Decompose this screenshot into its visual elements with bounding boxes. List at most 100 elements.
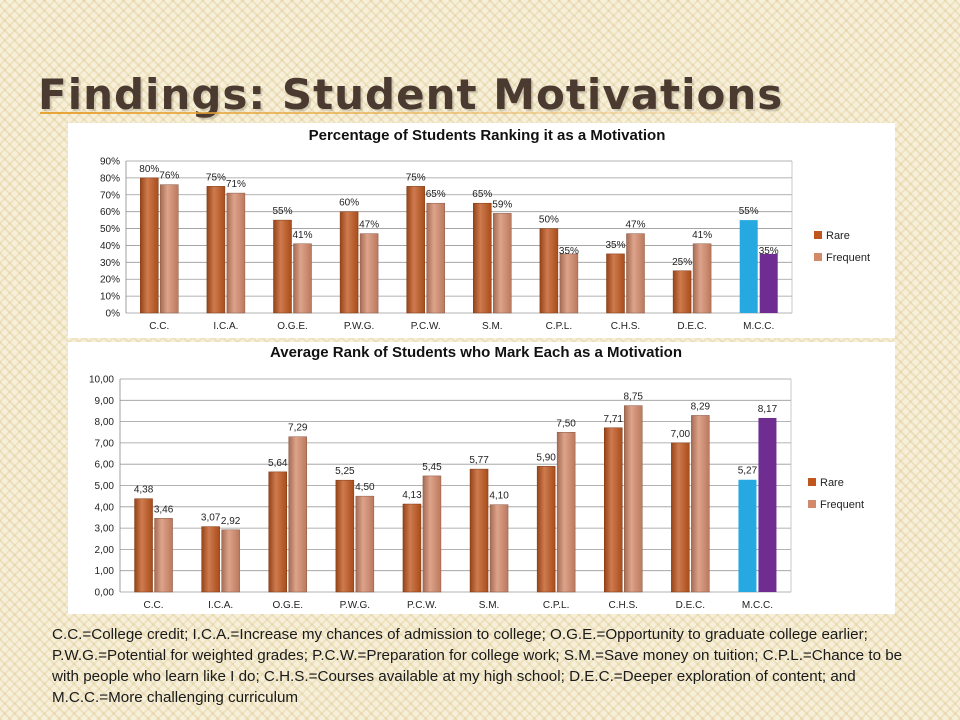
data-label: 2,92 bbox=[221, 516, 241, 527]
bar-frequent bbox=[288, 436, 307, 593]
bar-frequent bbox=[422, 475, 442, 593]
data-label: 35% bbox=[759, 246, 779, 257]
bar-frequent bbox=[426, 202, 445, 314]
data-label: 50% bbox=[539, 215, 559, 226]
y-tick-label: 8,00 bbox=[95, 417, 115, 428]
legend-label-frequent: Frequent bbox=[820, 499, 864, 511]
bar-rare bbox=[402, 503, 422, 593]
y-tick-label: 80% bbox=[100, 173, 120, 184]
y-tick-label: 90% bbox=[100, 157, 120, 168]
bar-rare bbox=[604, 427, 623, 593]
data-label: 7,29 bbox=[288, 423, 308, 434]
data-label: 80% bbox=[139, 164, 159, 175]
y-tick-label: 4,00 bbox=[95, 502, 115, 513]
bar-frequent bbox=[559, 253, 579, 314]
y-tick-label: 1,00 bbox=[95, 566, 115, 577]
bar-frequent bbox=[359, 233, 379, 314]
x-tick-label: P.W.G. bbox=[340, 600, 370, 611]
legend-swatch-frequent bbox=[814, 253, 822, 261]
bar-rare bbox=[273, 219, 292, 314]
x-tick-label: P.C.W. bbox=[407, 600, 437, 611]
y-tick-label: 10% bbox=[100, 292, 120, 303]
bar-frequent bbox=[226, 192, 246, 314]
data-label: 35% bbox=[605, 240, 625, 251]
y-tick-label: 7,00 bbox=[95, 438, 115, 449]
data-label: 47% bbox=[359, 220, 379, 231]
bar-rare bbox=[738, 479, 757, 592]
data-label: 71% bbox=[226, 179, 246, 190]
bar-rare bbox=[268, 471, 287, 593]
data-label: 59% bbox=[492, 199, 512, 210]
data-label: 8,75 bbox=[624, 392, 644, 403]
y-tick-label: 20% bbox=[100, 275, 120, 286]
legend-swatch-frequent bbox=[808, 500, 816, 508]
legend-label-rare: Rare bbox=[826, 230, 850, 242]
data-label: 7,71 bbox=[604, 414, 624, 425]
y-tick-label: 0,00 bbox=[95, 588, 115, 599]
y-tick-label: 2,00 bbox=[95, 545, 115, 556]
bar-frequent bbox=[626, 233, 645, 314]
bar-rare bbox=[672, 270, 692, 314]
data-label: 65% bbox=[426, 189, 446, 200]
data-label: 4,38 bbox=[134, 485, 154, 496]
bar-rare bbox=[473, 202, 492, 314]
data-label: 8,17 bbox=[758, 404, 778, 415]
bar-rare bbox=[539, 228, 559, 314]
x-tick-label: P.W.G. bbox=[344, 321, 374, 332]
average-rank-chart-panel: Average Rank of Students who Mark Each a… bbox=[68, 342, 895, 614]
x-tick-label: O.G.E. bbox=[272, 600, 303, 611]
y-tick-label: 50% bbox=[100, 224, 120, 235]
x-tick-label: S.M. bbox=[479, 600, 500, 611]
data-label: 55% bbox=[272, 206, 292, 217]
bar-frequent bbox=[355, 495, 375, 593]
bar-rare bbox=[339, 211, 359, 314]
data-label: 7,00 bbox=[671, 429, 691, 440]
bar-rare bbox=[335, 479, 355, 593]
legend-label-frequent: Frequent bbox=[826, 252, 870, 264]
x-tick-label: C.C. bbox=[149, 321, 169, 332]
bar-frequent bbox=[493, 213, 512, 314]
y-tick-label: 10,00 bbox=[89, 375, 114, 386]
y-tick-label: 0% bbox=[106, 309, 121, 320]
data-label: 7,50 bbox=[556, 418, 576, 429]
data-label: 8,29 bbox=[691, 401, 711, 412]
y-tick-label: 60% bbox=[100, 207, 120, 218]
data-label: 75% bbox=[406, 172, 426, 183]
x-tick-label: P.C.W. bbox=[411, 321, 441, 332]
data-label: 3,46 bbox=[154, 504, 174, 515]
bar-frequent bbox=[293, 243, 312, 314]
bar-frequent bbox=[759, 253, 778, 313]
abbreviation-footnote: C.C.=College credit; I.C.A.=Increase my … bbox=[52, 626, 903, 706]
chart-title: Average Rank of Students who Mark Each a… bbox=[270, 344, 682, 361]
data-label: 4,13 bbox=[402, 490, 422, 501]
data-label: 4,50 bbox=[355, 482, 375, 493]
data-label: 47% bbox=[625, 220, 645, 231]
data-label: 4,10 bbox=[489, 491, 509, 502]
legend-swatch-rare bbox=[808, 478, 816, 486]
data-label: 35% bbox=[559, 246, 579, 257]
data-label: 5,64 bbox=[268, 458, 288, 469]
data-label: 41% bbox=[692, 230, 712, 241]
bar-frequent bbox=[489, 504, 509, 593]
data-label: 75% bbox=[206, 172, 226, 183]
x-tick-label: C.H.S. bbox=[609, 600, 638, 611]
bar-frequent bbox=[160, 184, 179, 314]
bar-rare bbox=[739, 220, 758, 313]
bar-rare bbox=[536, 466, 556, 593]
bar-rare bbox=[606, 253, 625, 314]
y-tick-label: 40% bbox=[100, 241, 120, 252]
percentage-chart-panel: Percentage of Students Ranking it as a M… bbox=[68, 123, 895, 338]
data-label: 76% bbox=[159, 171, 179, 182]
title-underline bbox=[40, 112, 740, 114]
bar-frequent bbox=[556, 432, 576, 593]
data-label: 5,25 bbox=[335, 466, 355, 477]
y-tick-label: 3,00 bbox=[95, 524, 115, 535]
data-label: 60% bbox=[339, 198, 359, 209]
x-tick-label: C.H.S. bbox=[611, 321, 640, 332]
bar-rare bbox=[201, 526, 220, 593]
bar-frequent bbox=[154, 518, 173, 593]
average-rank-chart: Average Rank of Students who Mark Each a… bbox=[89, 344, 864, 611]
data-label: 41% bbox=[292, 230, 312, 241]
x-tick-label: I.C.A. bbox=[213, 321, 238, 332]
data-label: 3,07 bbox=[201, 513, 221, 524]
